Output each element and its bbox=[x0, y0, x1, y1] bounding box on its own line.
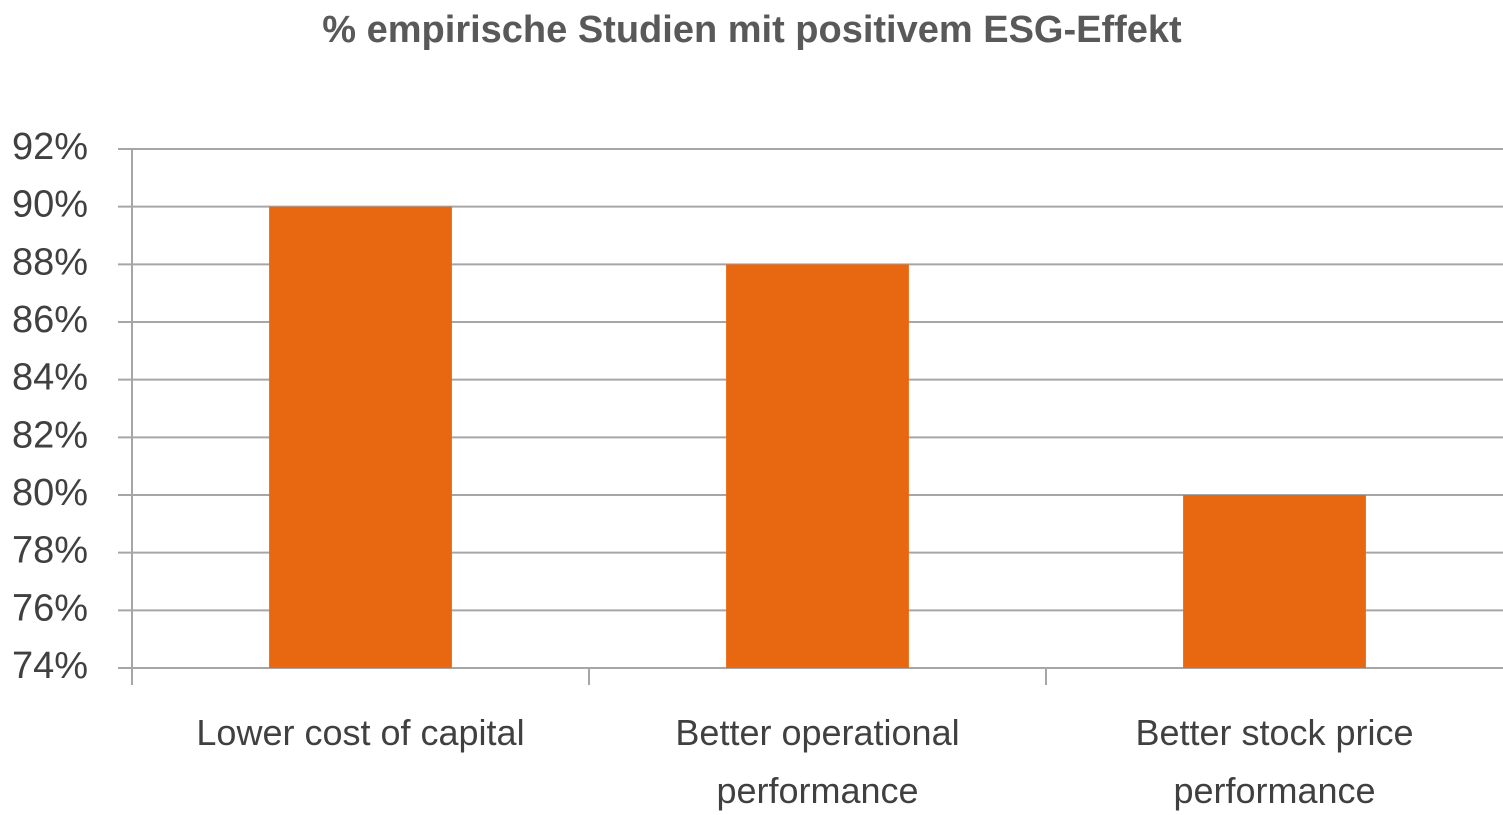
bar bbox=[726, 264, 909, 668]
chart-title: % empirische Studien mit positivem ESG-E… bbox=[322, 9, 1182, 51]
bar bbox=[269, 206, 452, 668]
x-tick-label: Better stock price performance bbox=[1135, 712, 1414, 811]
y-tick-label: 74% bbox=[12, 645, 88, 687]
y-tick-label: 78% bbox=[12, 530, 88, 572]
x-tick-label: Better operational performance bbox=[675, 712, 960, 811]
y-tick-label: 80% bbox=[12, 472, 88, 514]
y-tick-label: 90% bbox=[12, 184, 88, 226]
y-tick-label: 88% bbox=[12, 241, 88, 283]
y-tick-label: 84% bbox=[12, 357, 88, 399]
bar bbox=[1183, 495, 1366, 668]
y-tick-label: 86% bbox=[12, 299, 88, 341]
y-tick-label: 92% bbox=[12, 126, 88, 168]
x-tick-label: Lower cost of capital bbox=[196, 712, 525, 753]
y-tick-label: 82% bbox=[12, 414, 88, 456]
y-tick-label: 76% bbox=[12, 587, 88, 629]
